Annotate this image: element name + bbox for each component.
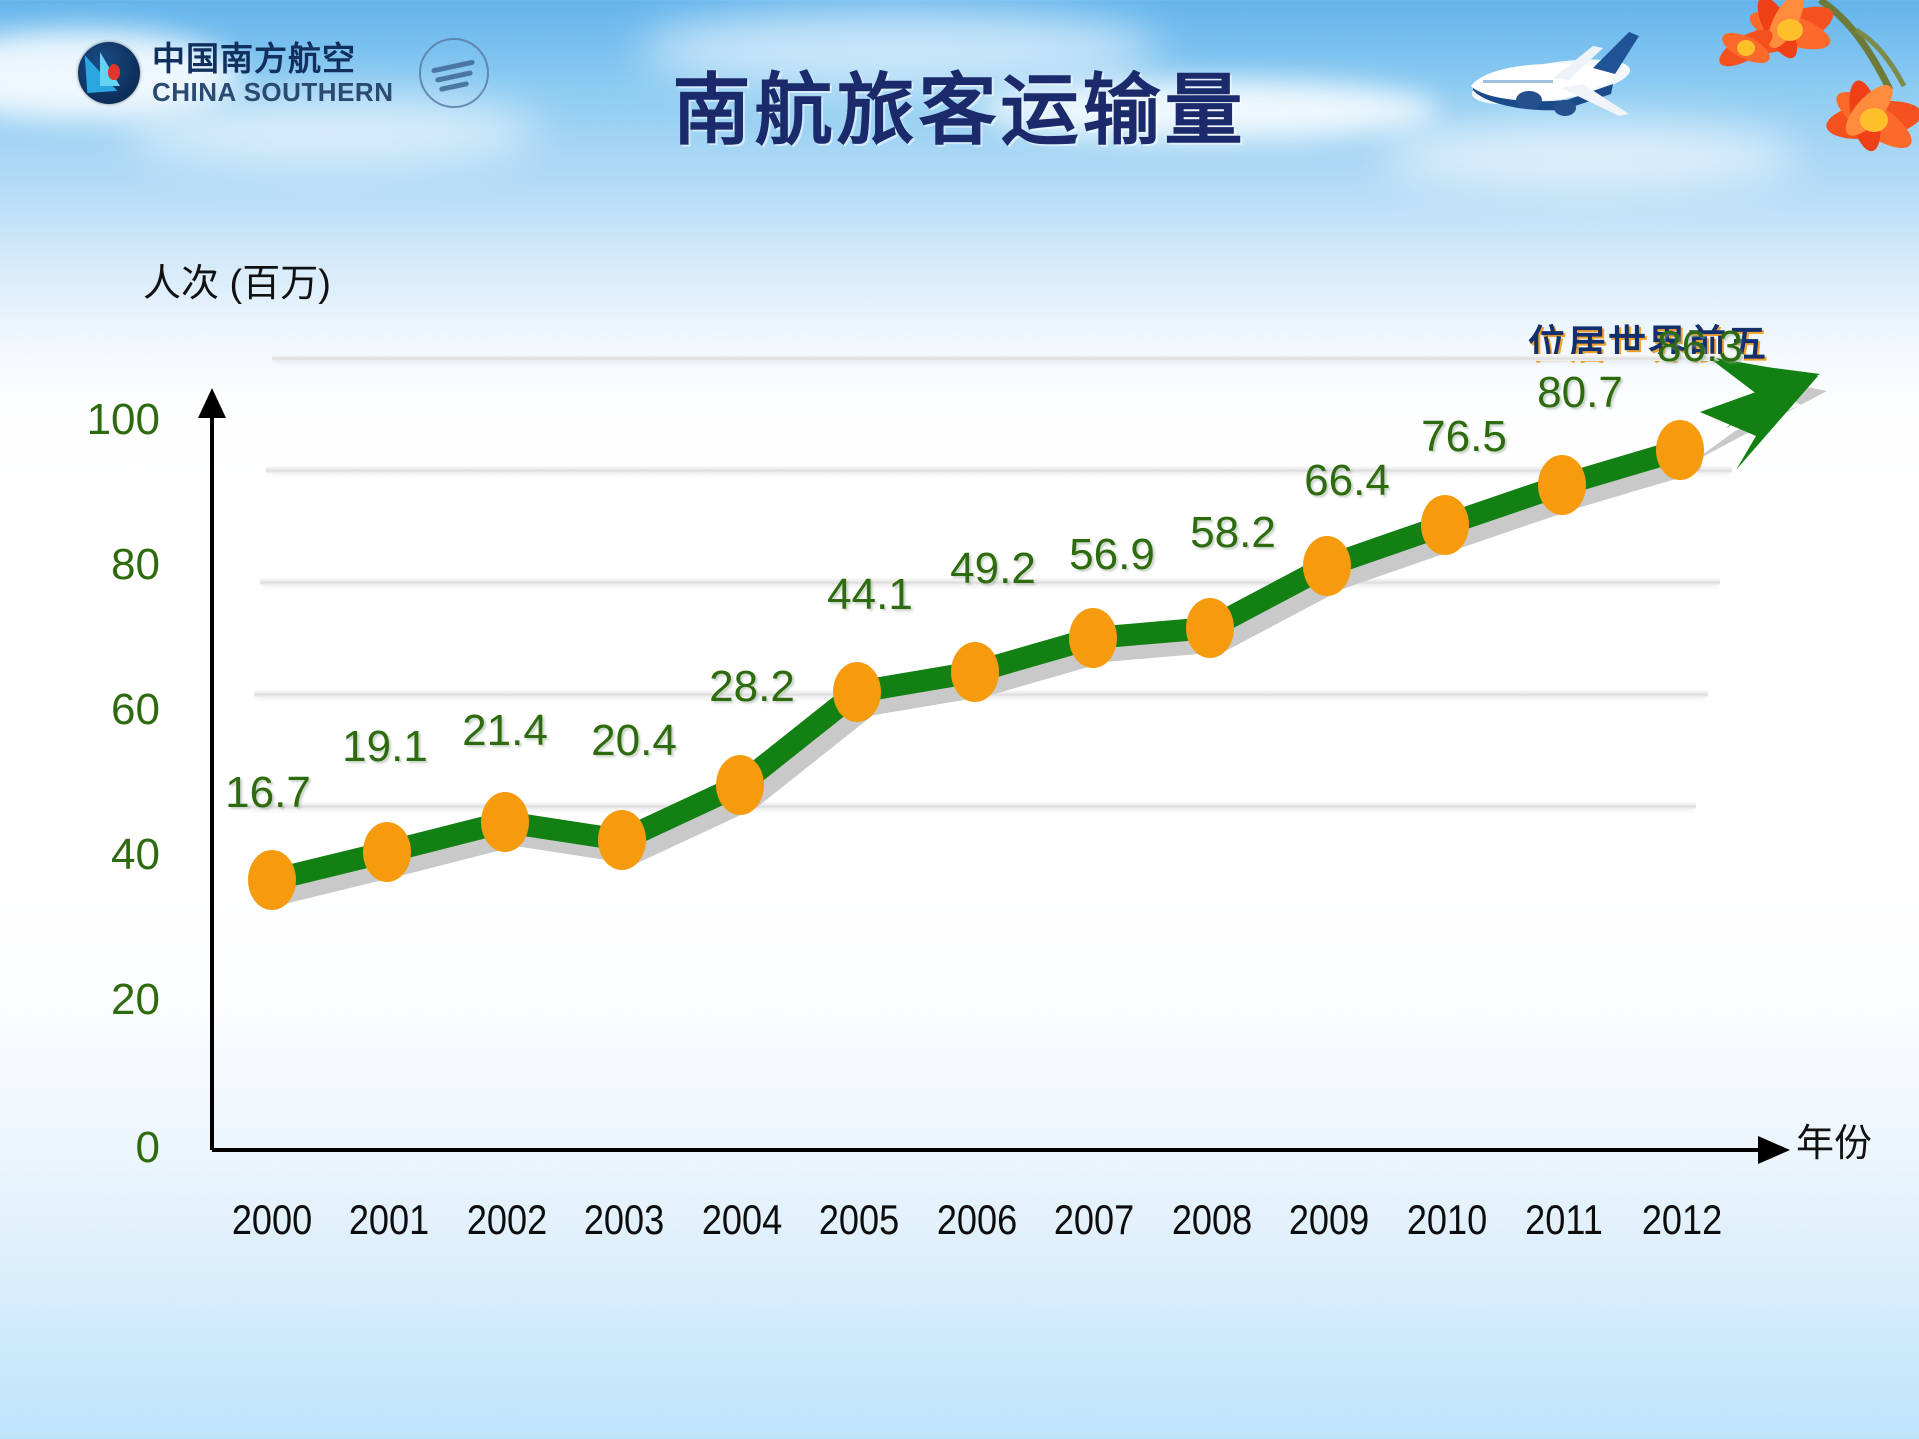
x-tick-label: 2003	[583, 1196, 665, 1243]
data-label: 56.9	[1069, 530, 1155, 579]
x-tick-label: 2002	[466, 1196, 548, 1243]
gridline	[266, 466, 1732, 473]
cloud-decoration	[980, 80, 1440, 140]
gridline	[272, 354, 1744, 361]
x-tick-label: 2010	[1406, 1196, 1488, 1243]
data-label: 49.2	[950, 544, 1036, 593]
x-tick-label: 2011	[1525, 1196, 1603, 1243]
china-southern-logo: 中国南方航空 CHINA SOUTHERN	[78, 38, 490, 108]
x-tick-label: 2005	[818, 1196, 900, 1243]
x-axis-title: 年份	[1796, 1123, 1873, 1165]
data-label: 58.2	[1190, 508, 1276, 557]
gridline	[248, 802, 1696, 809]
series-arrowhead-icon	[1712, 360, 1820, 428]
airline-emblem-icon	[78, 42, 140, 104]
y-tick-label: 100	[86, 395, 160, 444]
x-tick-label: 2004	[701, 1196, 783, 1243]
logo-english-name: CHINA SOUTHERN	[152, 76, 394, 107]
y-tick-label: 20	[111, 975, 160, 1024]
x-axis-arrowhead-icon	[1758, 1136, 1790, 1164]
data-label: 28.2	[709, 662, 795, 711]
data-label: 80.7	[1537, 368, 1623, 417]
gridline	[260, 578, 1720, 585]
y-tick-label: 60	[111, 685, 160, 734]
airplane-icon	[1471, 32, 1639, 116]
kapok-flower-decoration	[1719, 0, 1919, 152]
data-label: 19.1	[342, 722, 428, 771]
y-tick-label: 40	[111, 830, 160, 879]
x-tick-label: 2007	[1053, 1196, 1135, 1243]
cloud-decoration	[1380, 120, 1800, 190]
skyteam-alliance-icon	[419, 38, 490, 108]
data-label: 21.4	[462, 706, 548, 755]
cloud-decoration	[640, 10, 1160, 90]
y-axis-arrowhead-icon	[198, 388, 226, 418]
logo-chinese-name: 中国南方航空	[152, 39, 356, 77]
data-label: 76.5	[1421, 412, 1507, 461]
data-label: 86.3	[1657, 322, 1743, 371]
x-tick-label: 2009	[1288, 1196, 1370, 1243]
x-tick-label: 2006	[936, 1196, 1018, 1243]
page-title: 南航旅客运输量	[672, 66, 1247, 154]
data-label: 66.4	[1304, 456, 1390, 505]
y-tick-label: 0	[135, 1123, 160, 1172]
data-label: 20.4	[591, 716, 677, 765]
y-tick-label: 80	[111, 540, 160, 589]
cloud-decoration	[120, 96, 540, 166]
y-axis-title: 人次 (百万)	[143, 263, 331, 305]
data-point-markers	[248, 420, 1704, 910]
x-tick-label: 2012	[1641, 1196, 1723, 1243]
data-label: 16.7	[225, 768, 311, 817]
data-label: 44.1	[827, 570, 913, 619]
x-tick-label: 2008	[1171, 1196, 1253, 1243]
slide-header: 中国南方航空 CHINA SOUTHERN 南航旅客运输量	[0, 0, 1919, 200]
x-tick-label: 2001	[348, 1196, 430, 1243]
x-tick-label: 2000	[231, 1196, 313, 1243]
